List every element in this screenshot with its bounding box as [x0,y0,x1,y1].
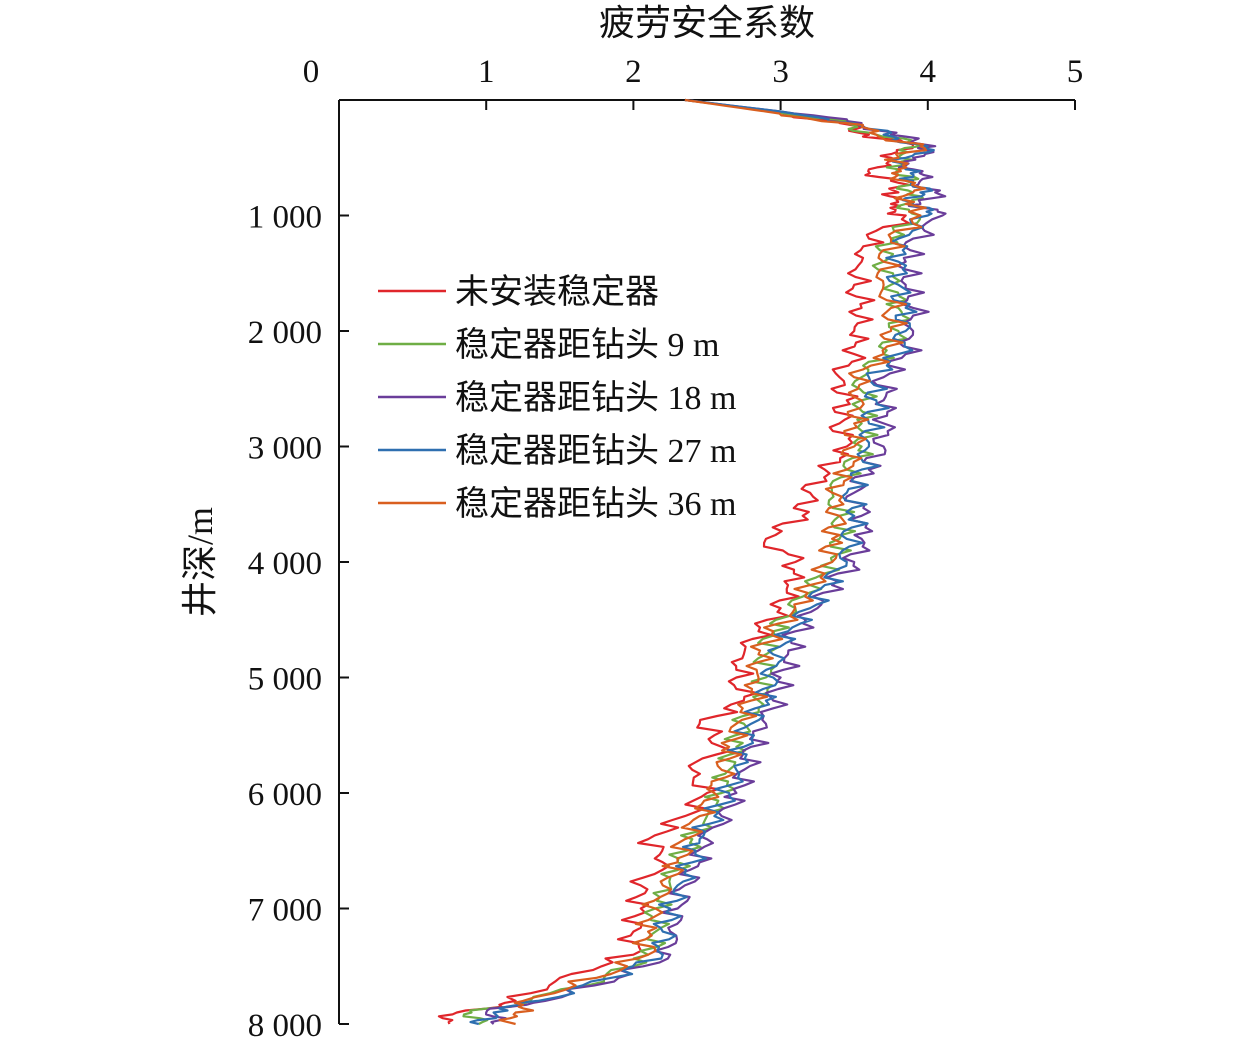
x-tick-label: 2 [625,54,642,90]
y-tick-label: 2 000 [248,315,322,351]
y-tick-label: 8 000 [248,1008,322,1044]
x-tick-label: 0 [303,54,320,90]
y-tick-label: 4 000 [248,546,322,582]
x-axis-title: 疲劳安全系数 [599,3,815,43]
series-line [469,98,935,1026]
x-axis: 0 1 2 3 4 5 [303,54,1084,110]
legend-label: 稳定器距钻头 18 m [455,379,736,417]
y-axis-title: 井深/m [180,507,220,617]
plot-lines [437,98,947,1026]
y-tick-label: 5 000 [248,662,322,698]
legend-label: 稳定器距钻头 36 m [455,485,736,523]
legend-label: 稳定器距钻头 27 m [455,432,736,470]
legend-label: 稳定器距钻头 9 m [455,326,719,364]
series-line [485,98,947,1025]
x-tick-label: 5 [1067,54,1084,90]
y-axis: 1 000 2 000 3 000 4 000 5 000 6 000 7 000 8 000 [248,100,349,1044]
legend-label: 未安装稳定器 [455,273,659,311]
x-tick-label: 4 [920,54,937,90]
y-tick-label: 1 000 [248,200,322,236]
series-line [498,98,928,1026]
y-tick-label: 7 000 [248,893,322,929]
y-tick-label: 3 000 [248,431,322,467]
y-tick-label: 6 000 [248,777,322,813]
x-tick-label: 3 [772,54,789,90]
x-tick-label: 1 [478,54,495,90]
series-line [437,98,915,1025]
